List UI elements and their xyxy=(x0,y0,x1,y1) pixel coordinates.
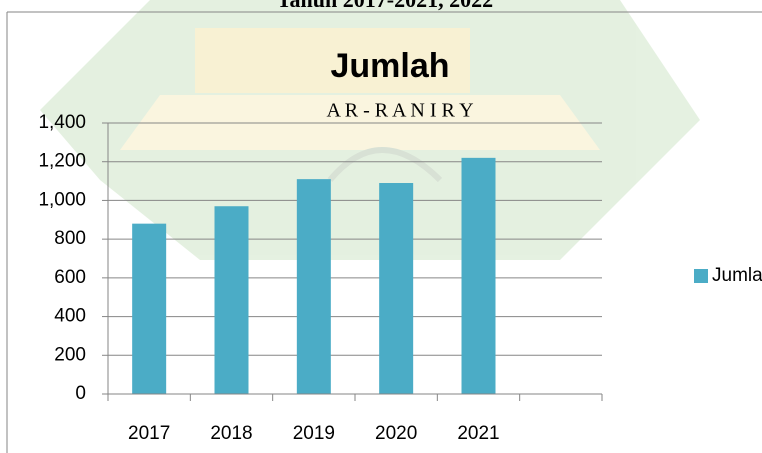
x-tick-label: 2018 xyxy=(210,423,252,444)
x-tick-label: 2017 xyxy=(128,423,170,444)
bar xyxy=(297,179,331,394)
x-tick-label: 2019 xyxy=(293,423,335,444)
bar xyxy=(132,224,166,394)
chart-title: Jumlah xyxy=(330,47,449,85)
y-tick-label: 1,000 xyxy=(38,189,86,210)
y-tick-label: 400 xyxy=(54,306,86,327)
caption: Tahun 2017-2021, 2022 xyxy=(277,0,493,12)
y-tick-label: 1,400 xyxy=(38,112,86,133)
page: {"document": {"caption": "Tahun 2017-202… xyxy=(0,0,762,453)
chart: A R - R A N I R Y Tahun 2017-2021, 2022 … xyxy=(0,0,762,453)
bar xyxy=(379,183,413,394)
bar xyxy=(462,158,496,394)
y-tick-label: 600 xyxy=(54,267,86,288)
legend-label: Jumlah xyxy=(712,265,762,286)
watermark-graphic xyxy=(40,0,700,260)
bar xyxy=(215,206,249,394)
y-tick-label: 1,200 xyxy=(38,151,86,172)
x-tick-label: 2020 xyxy=(375,423,417,444)
x-tick-label: 2021 xyxy=(457,423,499,444)
y-tick-label: 200 xyxy=(54,344,86,365)
legend-swatch xyxy=(694,269,708,283)
y-tick-label: 0 xyxy=(75,383,86,404)
watermark-text: A R - R A N I R Y xyxy=(326,100,473,122)
y-tick-label: 800 xyxy=(54,228,86,249)
